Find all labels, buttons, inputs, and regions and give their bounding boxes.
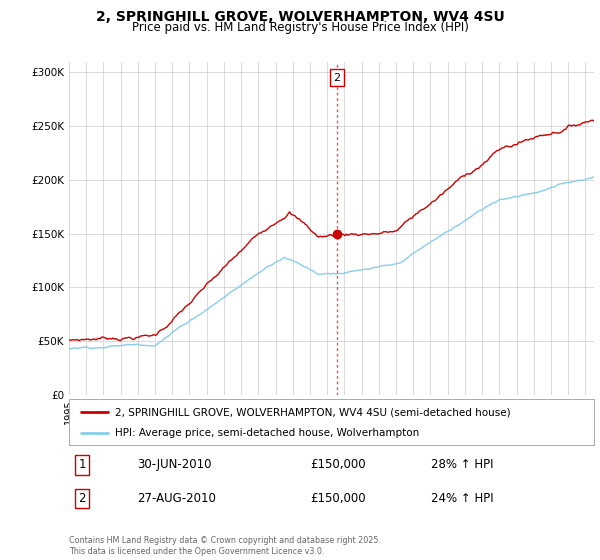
Text: 2, SPRINGHILL GROVE, WOLVERHAMPTON, WV4 4SU: 2, SPRINGHILL GROVE, WOLVERHAMPTON, WV4 …	[95, 10, 505, 24]
Text: 2, SPRINGHILL GROVE, WOLVERHAMPTON, WV4 4SU (semi-detached house): 2, SPRINGHILL GROVE, WOLVERHAMPTON, WV4 …	[115, 407, 511, 417]
Text: 2: 2	[334, 73, 341, 83]
Text: £150,000: £150,000	[311, 458, 366, 472]
Text: 2: 2	[79, 492, 86, 505]
Text: 1: 1	[79, 458, 86, 472]
Text: £150,000: £150,000	[311, 492, 366, 505]
Text: Contains HM Land Registry data © Crown copyright and database right 2025.
This d: Contains HM Land Registry data © Crown c…	[69, 536, 381, 556]
Text: 28% ↑ HPI: 28% ↑ HPI	[431, 458, 494, 472]
Text: 24% ↑ HPI: 24% ↑ HPI	[431, 492, 494, 505]
Text: Price paid vs. HM Land Registry's House Price Index (HPI): Price paid vs. HM Land Registry's House …	[131, 21, 469, 34]
Text: HPI: Average price, semi-detached house, Wolverhampton: HPI: Average price, semi-detached house,…	[115, 428, 419, 438]
Text: 30-JUN-2010: 30-JUN-2010	[137, 458, 212, 472]
Text: 27-AUG-2010: 27-AUG-2010	[137, 492, 216, 505]
